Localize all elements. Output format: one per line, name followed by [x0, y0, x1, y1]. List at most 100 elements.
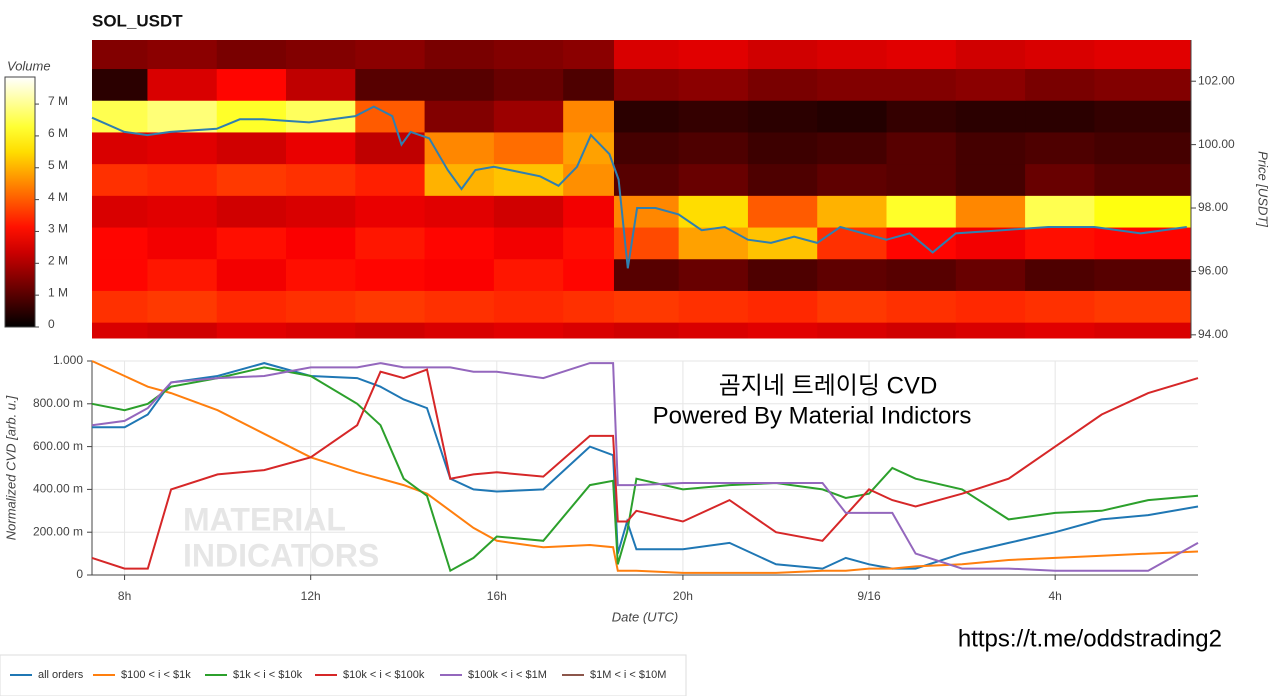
- heat-cell: [1025, 131, 1095, 165]
- heat-cell: [886, 40, 957, 70]
- heat-cell: [493, 322, 564, 339]
- legend-label: $10k < i < $100k: [343, 669, 425, 681]
- heat-cell: [886, 258, 957, 291]
- heat-cell: [678, 100, 749, 133]
- heat-cell: [955, 68, 1026, 101]
- heat-cell: [747, 40, 818, 70]
- heat-cell: [1094, 163, 1191, 196]
- heat-cell: [886, 68, 957, 101]
- heat-cell: [147, 131, 218, 165]
- heat-cell: [613, 258, 680, 291]
- heat-cell: [817, 290, 888, 323]
- heat-cell: [563, 195, 615, 228]
- heat-cell: [92, 68, 148, 101]
- heat-cell: [817, 163, 888, 196]
- y-tick-label: 600.00 m: [33, 439, 83, 453]
- heat-cell: [1025, 40, 1095, 70]
- heat-cell: [747, 163, 818, 196]
- heat-cell: [424, 100, 495, 133]
- heat-cell: [817, 195, 888, 228]
- heat-cell: [886, 322, 957, 339]
- heat-cell: [286, 227, 356, 260]
- legend-label: $1M < i < $10M: [590, 669, 666, 681]
- heat-cell: [147, 322, 218, 339]
- heat-cell: [216, 195, 287, 228]
- heat-cell: [886, 195, 957, 228]
- heat-cell: [817, 258, 888, 291]
- x-tick-label: 20h: [673, 589, 693, 603]
- heat-cell: [817, 40, 888, 70]
- x-tick-label: 8h: [118, 589, 131, 603]
- y-tick-label: 0: [76, 567, 83, 581]
- heat-cell: [147, 163, 218, 196]
- heat-cell: [613, 322, 680, 339]
- heat-cell: [1094, 258, 1191, 291]
- heat-cell: [613, 100, 680, 133]
- heat-cell: [747, 258, 818, 291]
- heat-cell: [493, 68, 564, 101]
- heat-cell: [678, 131, 749, 165]
- colorbar-tick-label: 7 M: [48, 94, 68, 108]
- y-tick-label: 1.000: [53, 353, 83, 367]
- heat-cell: [886, 290, 957, 323]
- heat-cell: [424, 195, 495, 228]
- heat-cell: [424, 290, 495, 323]
- x-axis-label: Date (UTC): [612, 609, 678, 624]
- heat-cell: [1025, 100, 1095, 133]
- y-axis-label: Normalized CVD [arb. u.]: [3, 395, 18, 540]
- heat-cell: [355, 258, 426, 291]
- heat-cell: [678, 290, 749, 323]
- watermark: INDICATORS: [183, 537, 379, 573]
- heat-cell: [955, 131, 1026, 165]
- heat-cell: [747, 227, 818, 260]
- heat-cell: [355, 68, 426, 101]
- heat-cell: [355, 290, 426, 323]
- heat-cell: [216, 258, 287, 291]
- heat-cell: [886, 131, 957, 165]
- x-tick-label: 12h: [301, 589, 321, 603]
- heat-cell: [1025, 258, 1095, 291]
- heat-cell: [613, 40, 680, 70]
- heat-cell: [424, 40, 495, 70]
- heat-cell: [955, 163, 1026, 196]
- heat-cell: [747, 131, 818, 165]
- heat-cell: [955, 100, 1026, 133]
- price-line: [91, 105, 1187, 269]
- heat-cell: [424, 322, 495, 339]
- heat-cell: [355, 100, 426, 133]
- heat-cell: [1025, 290, 1095, 323]
- y-tick-label: 102.00: [1198, 73, 1235, 87]
- colorbar-tick-label: 6 M: [48, 126, 68, 140]
- y-tick-label: 800.00 m: [33, 396, 83, 410]
- heat-cell: [1094, 100, 1191, 133]
- heat-cell: [747, 290, 818, 323]
- heat-cell: [1094, 227, 1191, 260]
- heat-cell: [92, 100, 148, 133]
- heat-cell: [216, 68, 287, 101]
- heat-cell: [563, 227, 615, 260]
- heat-cell: [563, 163, 615, 196]
- heat-cell: [817, 227, 888, 260]
- heat-cell: [92, 40, 148, 70]
- heat-cell: [1094, 40, 1191, 70]
- heat-cell: [216, 40, 287, 70]
- heat-cell: [493, 195, 564, 228]
- heat-cell: [216, 227, 287, 260]
- heat-cell: [1025, 322, 1095, 339]
- legend-label: $100k < i < $1M: [468, 669, 547, 681]
- colorbar-tick-label: 5 M: [48, 158, 68, 172]
- colorbar: [4, 76, 36, 328]
- heat-cell: [286, 100, 356, 133]
- x-tick-label: 9/16: [857, 589, 881, 603]
- heat-cell: [1094, 131, 1191, 165]
- heat-cell: [1025, 68, 1095, 101]
- heat-cell: [147, 290, 218, 323]
- heat-cell: [563, 322, 615, 339]
- heat-cell: [817, 100, 888, 133]
- colorbar-tick-label: 0: [48, 317, 55, 331]
- heat-cell: [613, 290, 680, 323]
- heat-cell: [563, 100, 615, 133]
- heat-cell: [147, 227, 218, 260]
